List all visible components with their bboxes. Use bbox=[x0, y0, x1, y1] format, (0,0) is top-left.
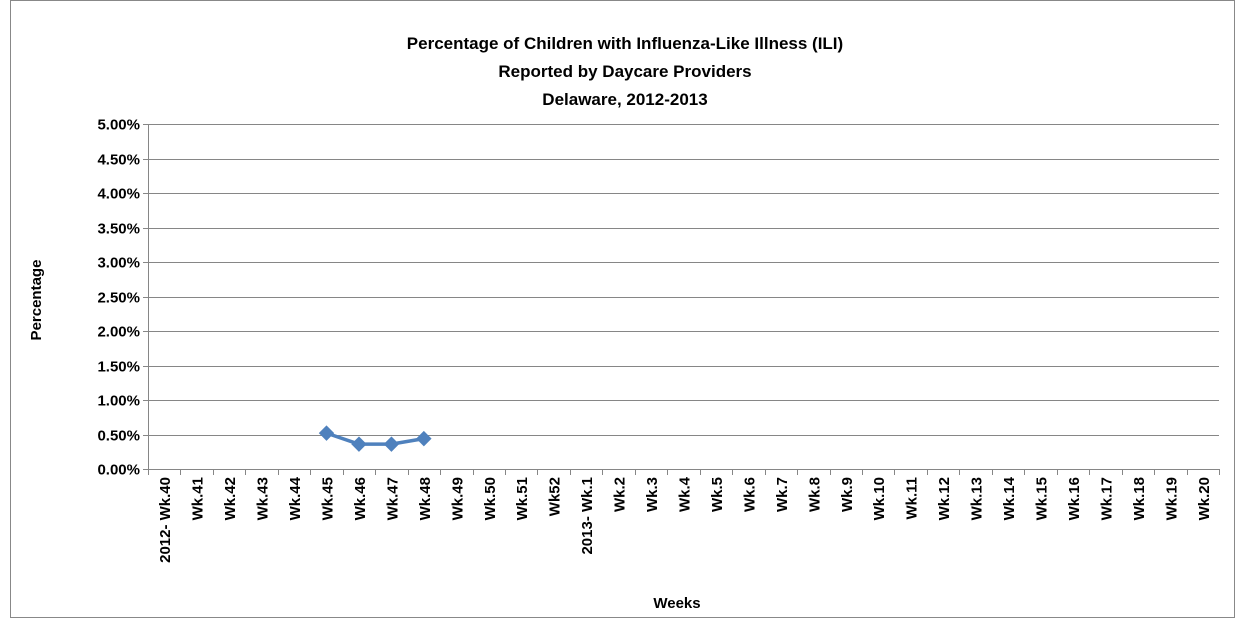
chart-title-line-3: Delaware, 2012-2013 bbox=[542, 90, 707, 109]
x-tick-label: Wk.10 bbox=[871, 477, 888, 520]
x-axis-tick-labels: 2012- Wk.40 Wk.41 Wk.42 Wk.43 Wk.44 Wk.45 Wk.4… bbox=[157, 476, 1213, 563]
x-tick-label: Wk.6 bbox=[741, 477, 758, 512]
x-tick-label: Wk.15 bbox=[1034, 477, 1051, 520]
y-tick-label: 1.50% bbox=[97, 359, 140, 376]
y-tick-label: 4.00% bbox=[97, 186, 140, 203]
data-point-marker bbox=[383, 436, 400, 452]
x-tick-label: Wk.48 bbox=[417, 477, 434, 520]
y-axis-label: Percentage bbox=[28, 260, 45, 341]
x-axis-label: Weeks bbox=[653, 595, 700, 612]
data-point-marker bbox=[318, 425, 335, 441]
y-tick-label: 0.50% bbox=[97, 428, 140, 445]
y-tick-label: 4.50% bbox=[97, 152, 140, 169]
x-tick-label: Wk.47 bbox=[384, 477, 401, 520]
x-tick-label: Wk52 bbox=[547, 477, 564, 516]
x-tick-label: Wk.50 bbox=[482, 477, 499, 520]
y-tick-label: 3.50% bbox=[97, 221, 140, 238]
x-tick-label: Wk.16 bbox=[1066, 477, 1083, 520]
x-tick-label: Wk.9 bbox=[839, 477, 856, 512]
data-point-marker bbox=[416, 430, 432, 447]
y-tick-label: 3.00% bbox=[97, 255, 140, 272]
x-tick-label: Wk.13 bbox=[969, 477, 986, 520]
y-tick-label: 1.00% bbox=[97, 393, 140, 410]
x-tick-label: Wk.8 bbox=[806, 477, 823, 512]
x-axis bbox=[148, 124, 1220, 475]
x-tick-label: Wk.12 bbox=[936, 477, 953, 520]
series-line bbox=[325, 431, 425, 446]
chart-title-line-1: Percentage of Children with Influenza-Li… bbox=[407, 34, 843, 53]
y-tick-label: 2.00% bbox=[97, 324, 140, 341]
x-tick-label: Wk.14 bbox=[1001, 476, 1018, 520]
x-tick-label: Wk.4 bbox=[677, 476, 694, 512]
x-tick-label: Wk.11 bbox=[904, 477, 921, 520]
data-point-marker bbox=[351, 436, 367, 452]
x-tick-label: Wk.46 bbox=[352, 477, 369, 520]
x-tick-label: Wk.20 bbox=[1196, 477, 1213, 520]
x-tick-label: Wk.44 bbox=[287, 476, 304, 520]
x-tick-label: Wk.17 bbox=[1098, 477, 1115, 520]
x-tick-label: Wk.2 bbox=[612, 477, 629, 512]
x-tick-label: Wk.3 bbox=[644, 477, 661, 512]
x-tick-label: Wk.18 bbox=[1131, 477, 1148, 520]
y-axis-ticks: 0.00% 0.50% 1.00% 1.50% 2.00% 2.50% 3.00% 3.50%… bbox=[97, 117, 148, 479]
x-tick-label: Wk.41 bbox=[190, 477, 207, 520]
x-tick-label: Wk.49 bbox=[449, 477, 466, 520]
y-tick-label: 0.00% bbox=[97, 462, 140, 479]
x-tick-label: Wk.19 bbox=[1163, 477, 1180, 520]
x-tick-label: Wk.51 bbox=[514, 477, 531, 520]
y-tick-label: 2.50% bbox=[97, 290, 140, 307]
series-layer bbox=[318, 425, 432, 452]
x-tick-label: Wk.45 bbox=[320, 477, 337, 520]
y-tick-label: 5.00% bbox=[97, 117, 140, 134]
x-tick-label: Wk.7 bbox=[774, 477, 791, 512]
x-tick-label: 2012- Wk.40 bbox=[157, 477, 174, 563]
x-tick-label: Wk.42 bbox=[222, 477, 239, 520]
x-tick-label: 2013- Wk.1 bbox=[579, 477, 596, 555]
x-tick-label: Wk.5 bbox=[709, 477, 726, 512]
chart-title-line-2: Reported by Daycare Providers bbox=[498, 62, 751, 81]
x-tick-label: Wk.43 bbox=[255, 477, 272, 520]
chart-border bbox=[10, 0, 1235, 618]
